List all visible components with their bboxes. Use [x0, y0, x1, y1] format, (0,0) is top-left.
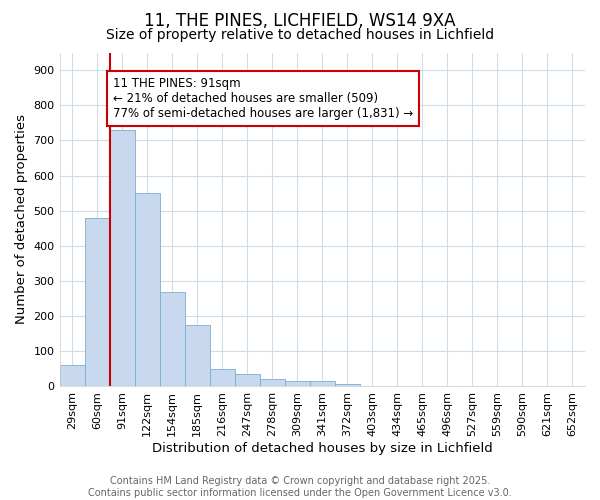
Text: Contains HM Land Registry data © Crown copyright and database right 2025.
Contai: Contains HM Land Registry data © Crown c… — [88, 476, 512, 498]
Bar — [235, 374, 260, 386]
Text: 11 THE PINES: 91sqm
← 21% of detached houses are smaller (509)
77% of semi-detac: 11 THE PINES: 91sqm ← 21% of detached ho… — [113, 77, 413, 120]
Bar — [134, 193, 160, 386]
Text: 11, THE PINES, LICHFIELD, WS14 9XA: 11, THE PINES, LICHFIELD, WS14 9XA — [144, 12, 456, 30]
Bar — [185, 325, 209, 386]
Y-axis label: Number of detached properties: Number of detached properties — [15, 114, 28, 324]
Bar — [285, 381, 310, 386]
Text: Size of property relative to detached houses in Lichfield: Size of property relative to detached ho… — [106, 28, 494, 42]
Bar — [209, 369, 235, 386]
Bar — [110, 130, 134, 386]
Bar — [59, 366, 85, 386]
Bar — [310, 381, 335, 386]
Bar — [260, 380, 285, 386]
Bar — [160, 292, 185, 386]
X-axis label: Distribution of detached houses by size in Lichfield: Distribution of detached houses by size … — [152, 442, 493, 455]
Bar — [335, 384, 360, 386]
Bar — [85, 218, 110, 386]
